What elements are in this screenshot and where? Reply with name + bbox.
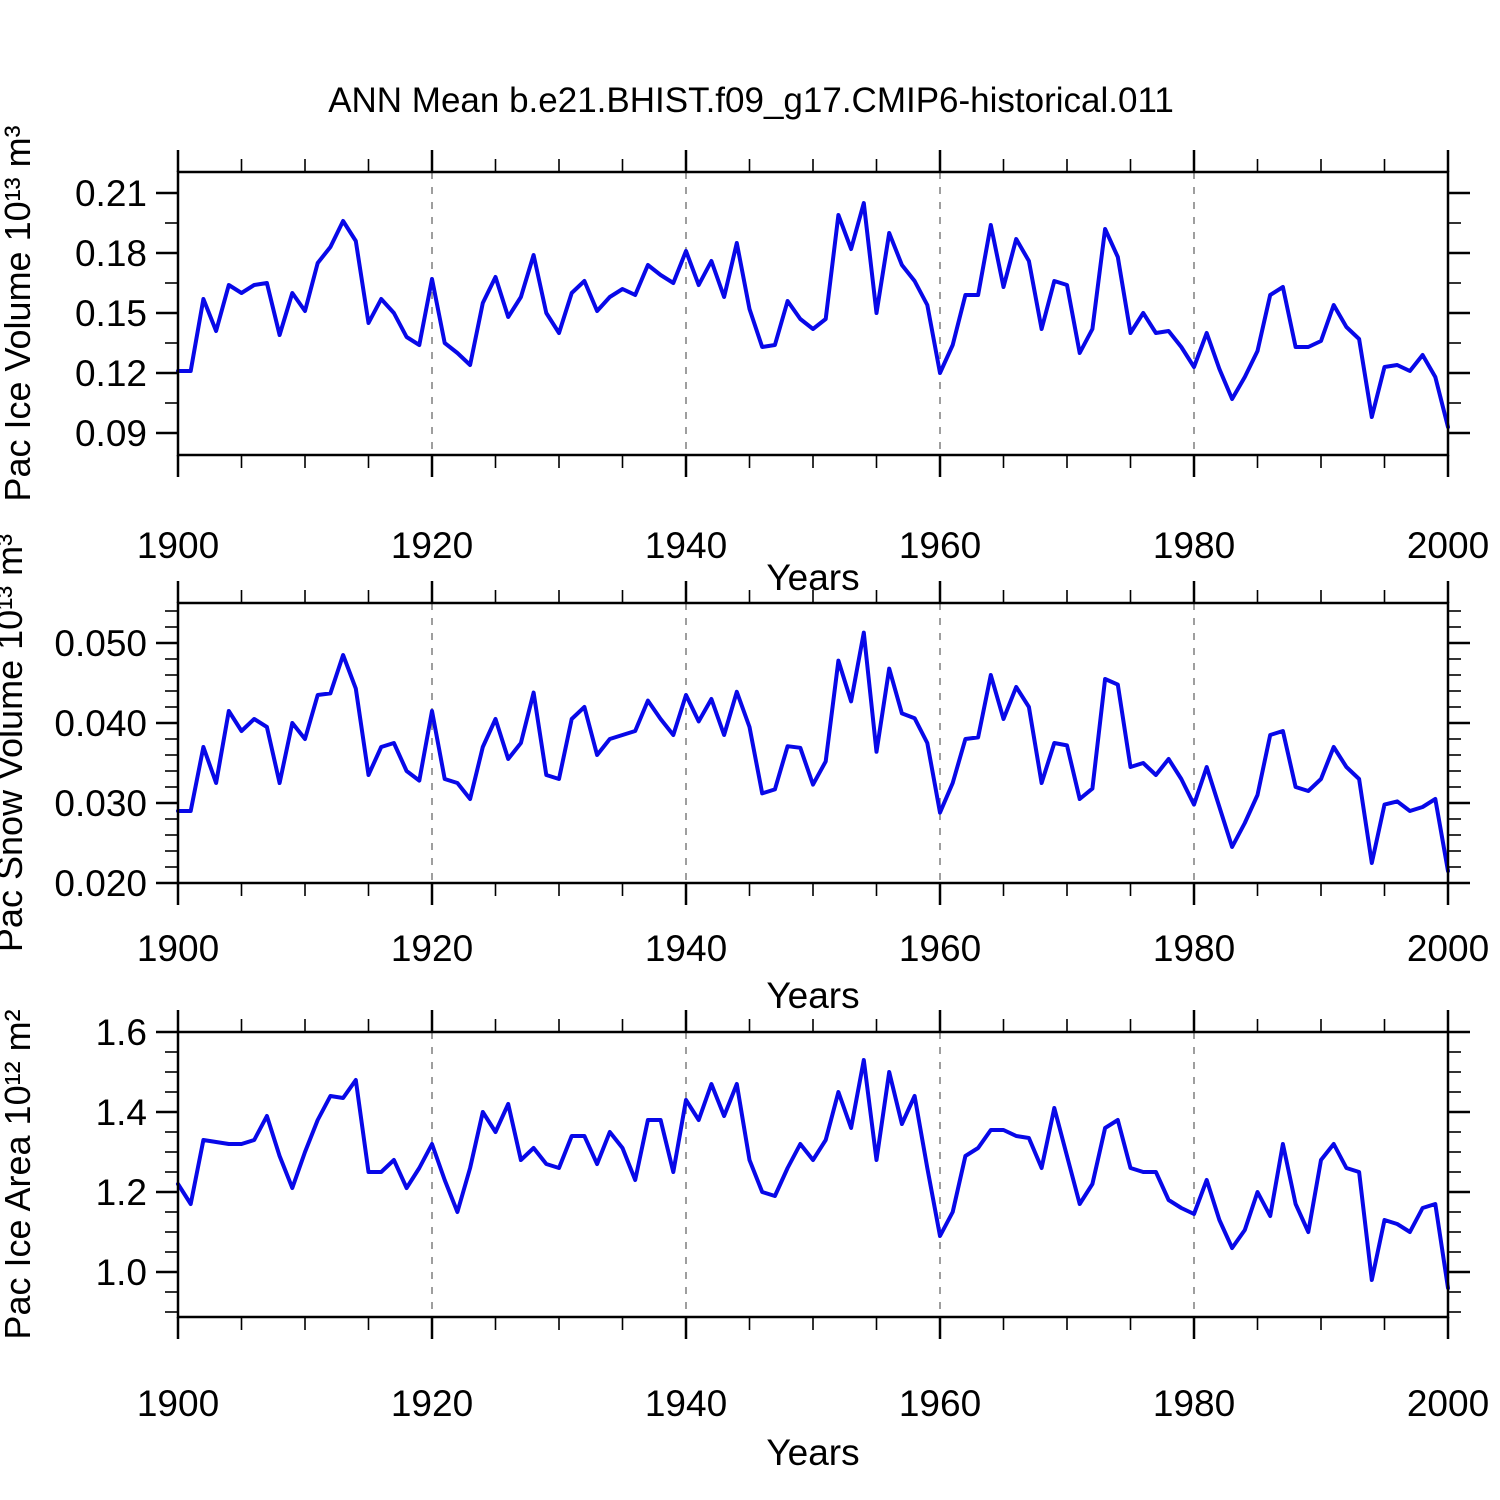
x-tick-label: 2000 <box>1407 525 1489 566</box>
y-tick-label: 0.09 <box>75 413 147 454</box>
y-tick-label: 0.050 <box>54 623 147 664</box>
x-tick-label: 2000 <box>1407 928 1489 969</box>
x-tick-label: 2000 <box>1407 1383 1489 1424</box>
data-line <box>176 1058 1450 1290</box>
x-tick-label: 1980 <box>1153 525 1235 566</box>
y-tick-label: 1.0 <box>96 1252 147 1293</box>
x-tick-label: 1940 <box>645 928 727 969</box>
x-tick-label: 1900 <box>137 928 219 969</box>
data-line <box>176 630 1450 873</box>
x-tick-label: 1960 <box>899 928 981 969</box>
x-tick-label: 1960 <box>899 1383 981 1424</box>
y-axis-title: Pac Ice Area 10¹² m² <box>0 1009 38 1339</box>
y-tick-label: 0.020 <box>54 863 147 904</box>
x-tick-label: 1900 <box>137 1383 219 1424</box>
panel-ice-volume: 0.21 0.18 0.15 0.12 0.09 1900 1920 1940 1960 1980… <box>0 125 1489 598</box>
y-tick-label: 0.21 <box>75 173 147 214</box>
y-tick-label: 1.2 <box>96 1172 147 1213</box>
panel-ice-area: 1.6 1.4 1.2 1.0 1900 1920 1940 1960 1980 2000 Year… <box>0 1009 1489 1473</box>
x-tick-label: 1980 <box>1153 928 1235 969</box>
x-axis-title: Years <box>766 975 859 1016</box>
y-axis-title: Pac Snow Volume 10¹³ m³ <box>0 534 30 952</box>
x-tick-label: 1920 <box>391 525 473 566</box>
y-tick-label: 1.4 <box>96 1092 147 1133</box>
x-tick-label: 1980 <box>1153 1383 1235 1424</box>
x-tick-label: 1940 <box>645 1383 727 1424</box>
y-tick-label: 0.15 <box>75 293 147 334</box>
y-tick-label: 0.12 <box>75 353 147 394</box>
data-line <box>176 201 1450 429</box>
x-tick-label: 1960 <box>899 525 981 566</box>
panel-snow-volume: 0.050 0.040 0.030 0.020 1900 1920 1940 1960 1980… <box>0 534 1489 1016</box>
x-tick-label: 1900 <box>137 525 219 566</box>
chart-title: ANN Mean b.e21.BHIST.f09_g17.CMIP6-histo… <box>328 81 1174 120</box>
y-tick-label: 1.6 <box>96 1012 147 1053</box>
x-axis-title: Years <box>766 1432 859 1473</box>
x-tick-label: 1940 <box>645 525 727 566</box>
x-tick-label: 1920 <box>391 1383 473 1424</box>
x-tick-label: 1920 <box>391 928 473 969</box>
y-tick-label: 0.030 <box>54 783 147 824</box>
y-tick-label: 0.040 <box>54 703 147 744</box>
y-axis-title: Pac Ice Volume 10¹³ m³ <box>0 125 38 501</box>
y-tick-label: 0.18 <box>75 233 147 274</box>
